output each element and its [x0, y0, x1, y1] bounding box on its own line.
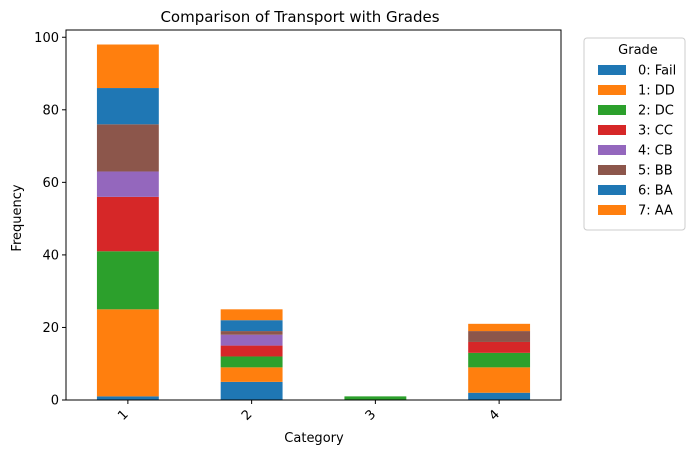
bar-segment [96, 124, 159, 172]
bar-segment [96, 44, 159, 89]
bar-segment [468, 352, 531, 368]
bar-segment [220, 334, 283, 346]
y-tick-label: 40 [42, 248, 59, 263]
y-tick-label: 100 [34, 31, 59, 46]
legend-label: 3: CC [638, 124, 673, 139]
legend-label: 6: BA [638, 184, 673, 199]
bar-segment [96, 196, 159, 252]
legend-label: 5: BB [638, 164, 673, 179]
bar-segment [220, 367, 283, 382]
bar-segment [96, 396, 159, 400]
x-axis-label: Category [284, 431, 344, 446]
y-tick-label: 0 [51, 394, 59, 409]
bar-segment [468, 341, 531, 353]
x-tick-label: 4 [486, 407, 502, 423]
legend-swatch [598, 105, 626, 115]
legend-swatch [598, 125, 626, 135]
x-tick-label: 2 [239, 407, 255, 423]
legend-swatch [598, 185, 626, 195]
bar-segment [468, 323, 531, 332]
bar-segment [344, 396, 407, 400]
bar-segment [220, 345, 283, 357]
bar-segment [468, 392, 531, 400]
legend-swatch [598, 145, 626, 155]
x-tick-label: 1 [115, 407, 131, 423]
bar-segment [220, 381, 283, 400]
y-axis-label: Frequency [10, 184, 25, 251]
bar-segment [220, 320, 283, 332]
legend-swatch [598, 205, 626, 215]
plot-frame [65, 29, 562, 401]
y-tick-label: 80 [42, 103, 59, 118]
y-tick-label: 20 [42, 321, 59, 336]
bar-segment [96, 251, 159, 310]
bar-segment [468, 331, 531, 342]
x-tick-label: 3 [363, 407, 379, 423]
y-tick-label: 60 [42, 176, 59, 191]
chart-title: Comparison of Transport with Grades [160, 8, 439, 26]
bar-segment [96, 88, 159, 125]
legend-swatch [598, 165, 626, 175]
legend-label: 4: CB [638, 144, 673, 159]
legend-label: 0: Fail [638, 64, 676, 79]
legend-swatch [598, 65, 626, 75]
bar-segment [220, 309, 283, 321]
bar-segment [96, 171, 159, 197]
legend-title: Grade [618, 43, 658, 58]
bar-segment [468, 367, 531, 393]
bar-segment [96, 309, 159, 397]
legend-label: 1: DD [638, 84, 675, 99]
bar-segment [220, 331, 283, 335]
bar-segment [220, 356, 283, 368]
legend-swatch [598, 85, 626, 95]
legend-label: 7: AA [638, 204, 673, 219]
legend-label: 2: DC [638, 104, 674, 119]
